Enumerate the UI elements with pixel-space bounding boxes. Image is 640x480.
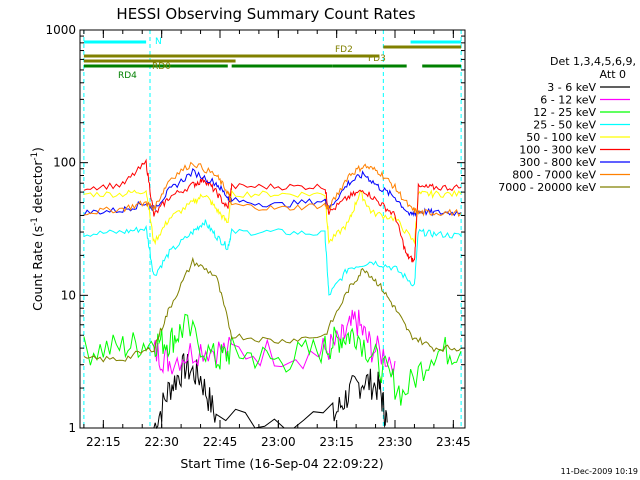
- attenuator-label-rd4: RD4: [118, 71, 137, 81]
- x-axis-label: Start Time (16-Sep-04 22:09:22): [180, 456, 383, 471]
- x-tick-label: 22:15: [86, 435, 121, 449]
- attenuator-label-rd0: RD0: [152, 62, 171, 72]
- y-axis-label-main: Count Rate (s: [30, 226, 45, 311]
- legend-label: 7000 - 20000 keV: [498, 181, 596, 194]
- y-axis-label: Count Rate (s-1 detector-1): [30, 147, 45, 311]
- series-line: [84, 160, 461, 262]
- attenuator-label-n: N: [155, 37, 162, 47]
- series-line: [84, 220, 461, 295]
- attenuator-label-fd3: FD3: [368, 54, 386, 64]
- plot-frame: [80, 30, 465, 428]
- footer-timestamp: 11-Dec-2009 10:19: [561, 467, 638, 476]
- x-tick-label: 23:30: [378, 435, 413, 449]
- legend-label: 25 - 50 keV: [533, 119, 596, 132]
- legend-label: 300 - 800 keV: [519, 156, 596, 169]
- series-layer: [84, 160, 461, 428]
- series-line: [84, 169, 461, 216]
- legend-header-1: Det 1,3,4,5,6,9,: [550, 55, 636, 68]
- y-tick-label: 100: [53, 156, 76, 170]
- y-axis-label-end: ): [30, 147, 45, 152]
- x-tick-label: 22:30: [144, 435, 179, 449]
- x-tick-label: 23:00: [261, 435, 296, 449]
- series-line: [84, 163, 461, 217]
- x-tick-label: 22:45: [203, 435, 238, 449]
- series-line: [154, 354, 387, 429]
- series-line: [84, 190, 461, 243]
- y-tick-label: 1000: [45, 23, 76, 37]
- legend-label: 6 - 12 keV: [540, 94, 596, 107]
- x-tick-label: 23:15: [319, 435, 354, 449]
- count-rate-chart: HESSI Observing Summary Count Rates N FD2…: [0, 0, 640, 480]
- attenuator-bars: N FD2 FD3 RD0 RD4: [84, 37, 461, 81]
- legend-label: 12 - 25 keV: [533, 106, 596, 119]
- legend-label: 3 - 6 keV: [547, 81, 596, 94]
- y-axis-label-sup1: -1: [30, 217, 40, 225]
- axis-ticks: 22:15 22:30 22:45 23:00 23:15 23:30 23:45 1 10 10…: [45, 23, 470, 449]
- legend-label: 800 - 7000 keV: [512, 169, 596, 182]
- attenuator-label-fd2: FD2: [335, 45, 353, 55]
- legend-header-2: Att 0: [600, 68, 626, 81]
- chart-title: HESSI Observing Summary Count Rates: [116, 5, 415, 23]
- y-tick-label: 10: [61, 288, 76, 302]
- legend-label: 100 - 300 keV: [519, 144, 596, 157]
- y-tick-label: 1: [68, 421, 76, 435]
- y-axis-label-mid: detector: [30, 160, 45, 218]
- legend-label: 50 - 100 keV: [526, 131, 596, 144]
- x-tick-label: 23:45: [436, 435, 471, 449]
- y-axis-label-sup2: -1: [30, 152, 40, 160]
